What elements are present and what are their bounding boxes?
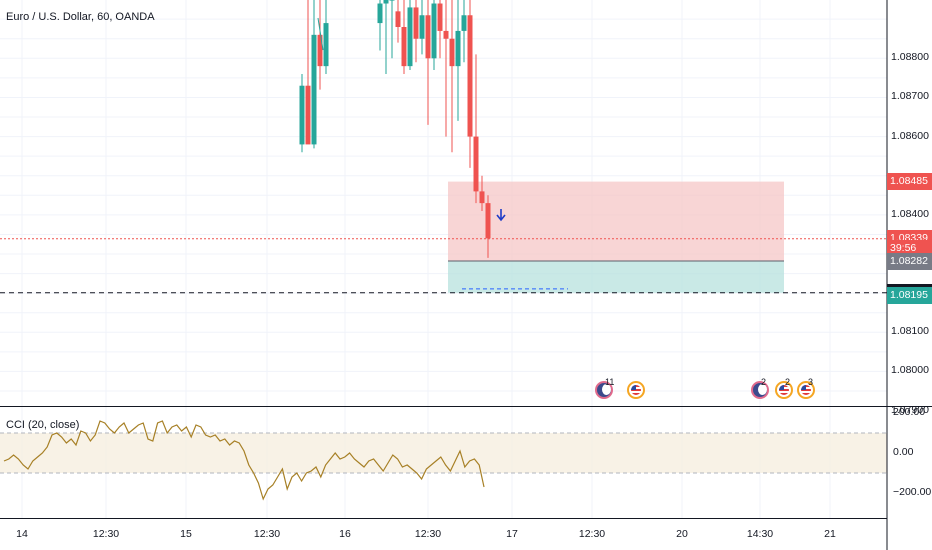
event-count: 3 (808, 377, 814, 387)
time-tick-label: 12:30 (578, 528, 606, 540)
candle-body (425, 15, 431, 59)
candle-body (473, 136, 479, 192)
candle-body (479, 191, 485, 204)
price-marker-label: 1.08485 (887, 173, 932, 191)
candle-body (437, 3, 443, 31)
candle-body (413, 7, 419, 39)
cci-line (3, 420, 485, 501)
price-tick-label: 1.08700 (891, 90, 929, 103)
crescent-icon (758, 384, 767, 395)
candle-body (305, 85, 311, 145)
candle-body (485, 203, 491, 239)
candle-body (449, 38, 455, 67)
time-tick-label: 12:30 (92, 528, 120, 540)
us-economic-event-icon[interactable] (797, 381, 815, 399)
candle-body (395, 11, 401, 27)
us-flag-icon (801, 385, 811, 395)
event-count: 11 (605, 377, 615, 387)
cci-tick-label: 0.00 (893, 446, 914, 458)
candle-body (311, 34, 317, 145)
us-economic-event-icon[interactable] (627, 381, 645, 399)
earnings-event-icon[interactable] (751, 381, 769, 399)
time-tick-label: 14 (16, 528, 28, 540)
price-tick-label: 1.08600 (891, 129, 929, 142)
candle-body (389, 0, 395, 1)
time-tick-label: 17 (506, 528, 518, 540)
indicator-legend[interactable]: CCI (20, close) (6, 419, 80, 431)
cci-band-fill (0, 433, 887, 473)
trend-line[interactable] (317, 17, 324, 51)
candle-body (377, 3, 383, 24)
candle-body (467, 15, 473, 137)
take-profit-zone[interactable] (448, 261, 784, 293)
crescent-icon (602, 384, 611, 395)
earnings-event-icon[interactable] (595, 381, 613, 399)
short-position-tool[interactable] (448, 181, 784, 293)
price-tick-label: 1.07900 (891, 403, 929, 416)
cci-tick-label: 200.00 (893, 406, 926, 418)
candle-body (461, 15, 467, 31)
time-tick-label: 16 (339, 528, 351, 540)
time-tick-label: 21 (824, 528, 836, 540)
time-tick-label: 20 (676, 528, 688, 540)
us-flag-icon (779, 385, 789, 395)
symbol-legend[interactable]: Euro / U.S. Dollar, 60, OANDA (6, 11, 155, 23)
time-tick-label: 12:30 (414, 528, 442, 540)
candlestick-series (299, 0, 491, 258)
event-count: 2 (785, 377, 791, 387)
us-economic-event-icon[interactable] (775, 381, 793, 399)
candle-body (299, 85, 305, 145)
price-tick-label: 1.08100 (891, 325, 929, 338)
price-tick-label: 1.08000 (891, 364, 929, 377)
down-arrow-icon (496, 209, 506, 222)
price-tick-label: 1.08800 (891, 51, 929, 64)
event-count: 2 (761, 377, 767, 387)
us-flag-icon (631, 385, 641, 395)
candle-body (443, 30, 449, 39)
candle-body (455, 30, 461, 67)
candle-body (407, 7, 413, 67)
candle-body (383, 0, 389, 4)
time-tick-label: 15 (180, 528, 192, 540)
price-tick-label: 1.08400 (891, 207, 929, 220)
stop-loss-zone[interactable] (448, 181, 784, 262)
price-marker-label: 1.08195 (887, 286, 932, 304)
candle-body (419, 15, 425, 39)
cci-band (0, 432, 887, 474)
time-tick-label: 12:30 (253, 528, 281, 540)
candle-body (317, 34, 323, 67)
candle-body (431, 3, 437, 59)
candle-body (323, 23, 329, 67)
price-marker-label: 1.08282 (887, 252, 932, 270)
time-tick-label: 14:30 (746, 528, 774, 540)
cci-tick-label: −200.00 (893, 486, 932, 498)
candle-body (401, 27, 407, 67)
